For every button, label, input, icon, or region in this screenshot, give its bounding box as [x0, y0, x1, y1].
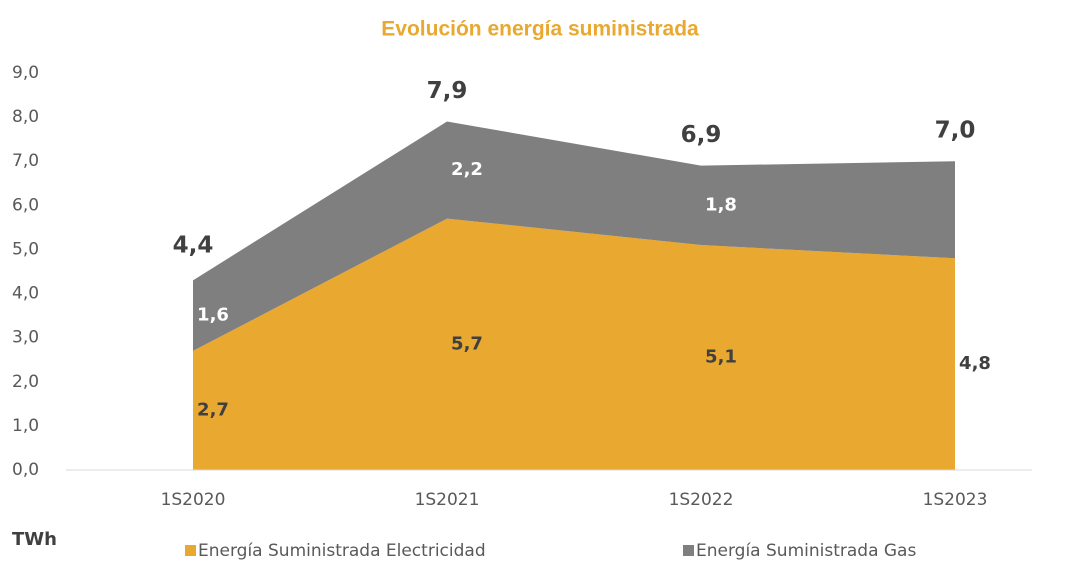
data-label: 2,2	[451, 159, 483, 180]
y-tick-label: 9,0	[12, 63, 39, 83]
data-label: 5,7	[451, 333, 483, 354]
total-label: 7,9	[427, 78, 468, 104]
y-tick-label: 1,0	[12, 416, 39, 436]
x-tick-label: 1S2022	[669, 490, 734, 510]
data-label: 1,6	[197, 305, 229, 326]
area	[193, 121, 955, 351]
x-tick-label: 1S2021	[415, 490, 480, 510]
data-label: 5,1	[705, 347, 737, 368]
y-tick-label: 0,0	[12, 460, 39, 480]
y-tick-label: 5,0	[12, 239, 39, 259]
total-label: 4,4	[173, 232, 214, 258]
y-tick-label: 6,0	[12, 195, 39, 215]
legend-swatch	[683, 545, 694, 556]
y-tick-label: 4,0	[12, 284, 39, 304]
legend-label: Energía Suministrada Gas	[696, 541, 916, 561]
legend-swatch	[185, 545, 196, 556]
y-tick-label: 3,0	[12, 328, 39, 348]
data-label: 4,8	[959, 353, 991, 374]
data-label: 2,2	[959, 199, 991, 220]
total-label: 7,0	[935, 118, 976, 144]
chart-title: Evolución energía suministrada	[381, 18, 699, 41]
x-tick-label: 1S2020	[161, 490, 226, 510]
x-tick-label: 1S2023	[923, 490, 988, 510]
y-tick-label: 8,0	[12, 107, 39, 127]
data-label: 2,7	[197, 399, 229, 420]
data-label: 1,8	[705, 194, 737, 215]
y-tick-label: 2,0	[12, 372, 39, 392]
y-tick-label: 7,0	[12, 151, 39, 171]
total-label: 6,9	[681, 122, 722, 148]
area	[193, 218, 955, 470]
y-axis-label: TWh	[12, 529, 57, 550]
legend-label: Energía Suministrada Electricidad	[198, 541, 486, 561]
